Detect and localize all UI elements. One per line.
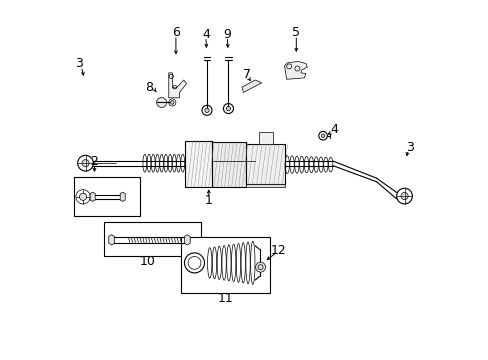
- Text: 9: 9: [223, 28, 231, 41]
- Text: 12: 12: [270, 244, 286, 257]
- Circle shape: [226, 107, 230, 111]
- Text: 1: 1: [204, 194, 212, 207]
- Circle shape: [204, 108, 209, 112]
- Text: 3: 3: [405, 141, 413, 154]
- Bar: [258, 132, 272, 144]
- Polygon shape: [284, 62, 307, 79]
- Bar: [104, 222, 201, 256]
- Polygon shape: [90, 192, 95, 202]
- Text: 11: 11: [217, 292, 233, 305]
- Polygon shape: [184, 235, 190, 245]
- Polygon shape: [120, 192, 125, 202]
- Circle shape: [82, 159, 89, 167]
- Circle shape: [170, 101, 174, 104]
- Polygon shape: [108, 235, 114, 245]
- Text: 10: 10: [140, 255, 156, 268]
- Polygon shape: [242, 80, 261, 93]
- Circle shape: [255, 262, 265, 272]
- Circle shape: [156, 98, 166, 108]
- Text: 8: 8: [145, 81, 153, 94]
- Circle shape: [400, 193, 407, 200]
- Text: 2: 2: [90, 155, 98, 168]
- Bar: [74, 177, 140, 216]
- Text: 3: 3: [75, 57, 83, 71]
- Polygon shape: [168, 73, 186, 98]
- Text: 7: 7: [243, 68, 250, 81]
- Text: 6: 6: [172, 26, 180, 39]
- Circle shape: [321, 134, 324, 138]
- Text: 4: 4: [330, 123, 338, 136]
- Bar: [245, 144, 285, 184]
- Bar: [181, 237, 270, 293]
- Text: 4: 4: [202, 28, 209, 41]
- Bar: [211, 143, 245, 187]
- Text: 5: 5: [292, 26, 300, 39]
- Bar: [245, 184, 285, 187]
- Bar: [184, 141, 211, 187]
- Circle shape: [80, 193, 86, 201]
